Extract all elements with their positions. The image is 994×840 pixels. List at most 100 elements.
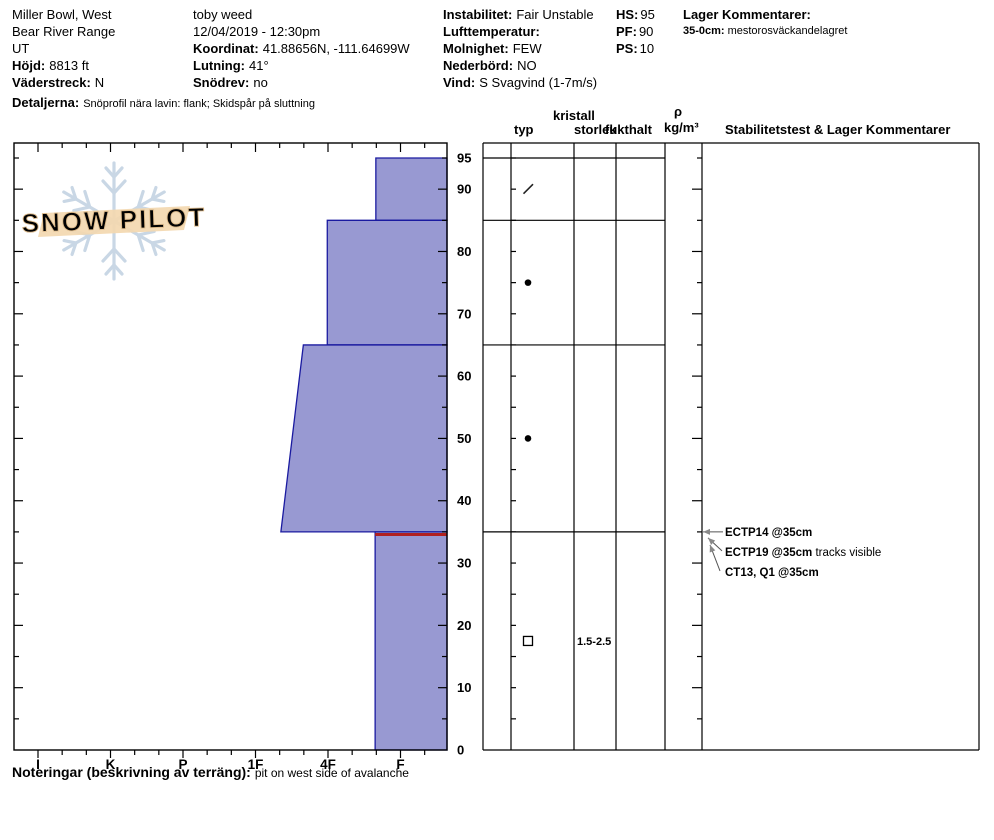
depth-tick-label: 60 (457, 369, 471, 384)
header-column-snow-heights: HS: 95 PF: 90 PS: 10 (616, 6, 655, 57)
header-column-layer-comments: Lager Kommentarer: 35-0cm: mestorosväckan… (683, 6, 847, 40)
slope-label: Lutning: (193, 58, 245, 73)
depth-tick-label: 70 (457, 306, 471, 321)
hardness-tick-label: 4F (320, 757, 336, 772)
layer-comment-text: mestorosväckandelagret (727, 25, 848, 37)
pf-row: PF: 90 (616, 23, 655, 40)
site-name: Miller Bowl, West (12, 7, 112, 22)
logo-banner (38, 206, 190, 237)
hs-label: HS: (616, 7, 639, 22)
slope-row: Lutning: 41° (193, 57, 410, 74)
depth-tick-label: 90 (457, 182, 471, 197)
stability-test-result: CT13, Q1 @35cm (725, 567, 819, 579)
grain-symbol-rounded-grains (524, 279, 532, 286)
layer-comments-label: Lager Kommentarer: (683, 7, 811, 22)
elevation-value: 8813 ft (49, 58, 89, 73)
wind-row: Vind: S Svagvind (1-7m/s) (443, 74, 597, 91)
depth-tick-label: 50 (457, 431, 471, 446)
airtemp-label: Lufttemperatur: (443, 24, 540, 39)
stability-row: Instabilitet: Fair Unstable (443, 6, 597, 23)
precip-row: Nederbörd: NO (443, 57, 597, 74)
header-column-conditions: Instabilitet: Fair Unstable Lufttemperatu… (443, 6, 597, 91)
depth-tick-label: 40 (457, 493, 471, 508)
observer-name: toby weed (193, 7, 253, 22)
depth-axis-labels: 95 90 80 70 60 50 40 30 20 10 0 (457, 151, 471, 758)
drift-value: no (253, 75, 268, 90)
hardness-tick-label: F (396, 757, 404, 772)
airtemp-row: Lufttemperatur: (443, 23, 597, 40)
axis-ticks (14, 143, 702, 758)
depth-tick-label: 10 (457, 680, 471, 695)
details-row: Detaljerna: Snöprofil nära lavin: flank; … (12, 94, 315, 113)
stability-test-annotations: ECTP14 @35cm ECTP19 @35cm tracks visible C… (703, 527, 881, 579)
mountain-range: Bear River Range (12, 24, 116, 39)
test-arrow-head (703, 528, 710, 535)
pf-label: PF: (616, 24, 637, 39)
snow-layer (326, 219, 448, 346)
grain-symbol-faceted-crystals (522, 635, 534, 647)
depth-tick-label: 20 (457, 618, 471, 633)
sky-label: Molnighet: (443, 41, 509, 56)
hs-value: 95 (640, 7, 655, 22)
depth-tick-label: 80 (457, 244, 471, 259)
column-header-grain-size: storlek (574, 122, 617, 137)
grain-symbols: 1.5-2.5 (522, 183, 611, 648)
depth-tick-label: 95 (457, 151, 471, 166)
ps-label: PS: (616, 41, 638, 56)
sky-row: Molnighet: FEW (443, 40, 597, 57)
layer-comment-range: 35-0cm: (683, 25, 725, 37)
column-header-moisture: fukthalt (605, 122, 652, 137)
stability-test-result: ECTP14 @35cm (725, 527, 812, 539)
column-header-density-line2: kg/m³ (664, 120, 699, 135)
column-header-crystal-line1: kristall (553, 108, 595, 123)
grain-symbol-rounded-grains (524, 435, 532, 442)
ps-row: PS: 10 (616, 40, 655, 57)
hardness-tick-label: P (178, 757, 187, 772)
column-header-stability-tests: Stabilitetstest & Lager Kommentarer (725, 122, 951, 137)
depth-tick-label: 30 (457, 556, 471, 571)
drift-label: Snödrev: (193, 75, 250, 90)
state: UT (12, 41, 30, 56)
pf-value: 90 (638, 24, 654, 39)
elevation-label: Höjd: (12, 58, 46, 73)
stability-value: Fair Unstable (516, 7, 594, 22)
chart-border (13, 142, 448, 751)
layer-comment-row: 35-0cm: mestorosväckandelagret (683, 23, 847, 40)
hardness-tick-label: K (106, 757, 116, 772)
test-arrow-head (709, 544, 716, 553)
wind-label: Vind: (443, 75, 476, 90)
hardness-tick-label: I (36, 757, 40, 772)
column-header-grain-type: typ (514, 122, 534, 137)
coordinates-label: Koordinat: (193, 41, 259, 56)
snow-layers (280, 157, 448, 751)
details-label: Detaljerna: (12, 95, 80, 110)
stability-label: Instabilitet: (443, 7, 513, 22)
hardness-tick-label: 1F (248, 757, 264, 772)
sky-value: FEW (512, 41, 542, 56)
coordinates-value: 41.88656N, -111.64699W (262, 41, 410, 56)
wind-value: S Svagvind (1-7m/s) (479, 75, 598, 90)
precip-value: NO (517, 58, 537, 73)
hs-row: HS: 95 (616, 6, 655, 23)
terrain-notes-value: pit on west side of avalanche (254, 766, 409, 780)
aspect-value: N (94, 75, 105, 90)
aspect-row: Väderstreck: N (12, 74, 115, 91)
layer-table-grid (482, 142, 980, 751)
observation-datetime: 12/04/2019 - 12:30pm (193, 24, 321, 39)
slope-value: 41° (248, 58, 269, 73)
test-arrow-head (708, 537, 716, 545)
header-column-site: Miller Bowl, West Bear River Range UT Hö… (12, 6, 115, 91)
terrain-notes-row: Noteringar (beskrivning av terräng): pit … (12, 764, 409, 782)
coordinates-row: Koordinat: 41.88656N, -111.64699W (193, 40, 410, 57)
snowpilot-logo: SNOW PILOT (21, 161, 207, 281)
precip-label: Nederbörd: (443, 58, 514, 73)
depth-tick-label: 0 (457, 743, 464, 758)
snow-layer (374, 531, 448, 751)
stability-test-result: ECTP19 @35cm tracks visible (725, 547, 881, 559)
header-column-observation: toby weed 12/04/2019 - 12:30pm Koordinat… (193, 6, 410, 91)
grain-size-value: 1.5-2.5 (577, 636, 611, 648)
drift-row: Snödrev: no (193, 74, 410, 91)
aspect-label: Väderstreck: (12, 75, 91, 90)
column-header-density-line1: ρ (674, 104, 683, 119)
